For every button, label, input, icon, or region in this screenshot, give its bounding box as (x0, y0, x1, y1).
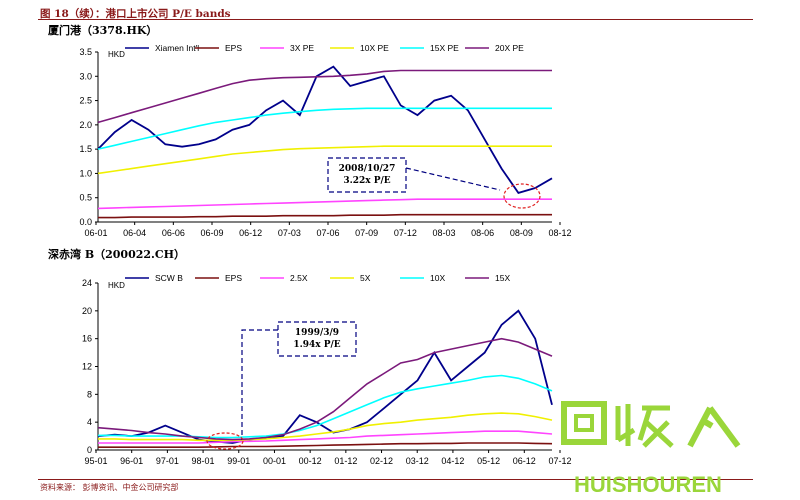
chart2-xtick-label: 04-12 (441, 456, 464, 466)
chart1-ytick-label: 3.0 (79, 71, 92, 81)
chart2-annotation-text: 1999/3/9 (295, 328, 339, 338)
chart2-ytick-label: 12 (82, 362, 92, 372)
watermark-logo: HUISHOUREN (561, 401, 741, 497)
chart1-series-3x-pe (97, 198, 552, 210)
chart2-ytick-label: 4 (87, 417, 92, 427)
chart1-annotation-leader (405, 167, 501, 191)
chart2-ytick-label: 8 (87, 389, 92, 399)
chart1-xtick-label: 07-09 (355, 228, 378, 238)
chart2-series-scw-b (97, 309, 553, 444)
chart1-xtick-label: 06-06 (162, 228, 185, 238)
chart1-series-15x-pe (97, 107, 552, 150)
chart2-xtick-label: 03-12 (406, 456, 429, 466)
chart1-legend-label: 3X PE (290, 43, 314, 53)
chart1-ytick-label: 2.5 (79, 96, 92, 106)
chart2-xtick-label: 00-01 (263, 456, 286, 466)
chart1-legend-label: 20X PE (495, 43, 524, 53)
chart2-xtick-label: 06-12 (513, 456, 536, 466)
chart2-annotation-leader (241, 329, 278, 440)
chart2-ytick-label: 16 (82, 334, 92, 344)
chart2-xtick-label: 02-12 (370, 456, 393, 466)
chart1-ytick-label: 1.5 (79, 144, 92, 154)
chart1-series-20x-pe (97, 69, 552, 124)
chart1-ytick-label: 2.0 (79, 120, 92, 130)
source-note: 资料来源： 彭博资讯、中金公司研究部 (40, 483, 179, 492)
chart2-ytick-label: 0 (87, 445, 92, 455)
chart2-legend-label: 2.5X (290, 273, 308, 283)
chart2-ytick-label: 20 (82, 306, 92, 316)
chart1-annotation-text: 2008/10/27 (339, 164, 396, 174)
chart1-xtick-label: 08-09 (510, 228, 533, 238)
chart1-y-label: HKD (108, 50, 125, 59)
chart2-annotation-circle (206, 432, 244, 450)
top-rule (38, 19, 753, 20)
chart1-xtick-label: 06-09 (200, 228, 223, 238)
chart2-series-eps (98, 442, 553, 449)
chart1-ytick-label: 0.5 (79, 193, 92, 203)
chart2-y-label: HKD (108, 281, 125, 290)
chart1-ytick-label: 0.0 (79, 217, 92, 227)
chart2-series-15x (97, 337, 553, 441)
chart1-xtick-label: 08-06 (471, 228, 494, 238)
chart2-xtick-label: 01-12 (334, 456, 357, 466)
chart1-annotation-box (327, 157, 407, 193)
chart2-xtick-label: 97-01 (156, 456, 179, 466)
chart1-legend-label: 15X PE (430, 43, 459, 53)
chart2-annotation-box (277, 321, 357, 357)
chart1-xtick-label: 07-06 (316, 228, 339, 238)
chart1-annotation-text: 3.22x P/E (343, 176, 390, 186)
chart1-xtick-label: 07-12 (394, 228, 417, 238)
chart1-xtick-label: 06-12 (239, 228, 262, 238)
chart2-xtick-label: 99-01 (227, 456, 250, 466)
chart1-legend-label: 10X PE (360, 43, 389, 53)
bottom-rule (38, 479, 753, 480)
chart1-xtick-label: 08-03 (432, 228, 455, 238)
figure-title: 图 18（续）：港口上市公司 P/E bands (40, 8, 231, 20)
chart2-legend-label: 15X (495, 273, 510, 283)
chart2-legend-label: 10X (430, 273, 445, 283)
chart1-annotation-circle (503, 183, 541, 209)
chart1-ytick-label: 3.5 (79, 47, 92, 57)
chart2-legend-label: EPS (225, 273, 242, 283)
chart1-legend-label: EPS (225, 43, 242, 53)
chart1-series-eps (98, 213, 552, 219)
chart2-xtick-label: 95-01 (84, 456, 107, 466)
chart2-xtick-label: 07-12 (548, 456, 571, 466)
chart1-ytick-label: 1.0 (79, 168, 92, 178)
watermark-box (561, 401, 607, 445)
chart2-ytick-label: 24 (82, 278, 92, 288)
chart1-xtick-label: 06-04 (123, 228, 146, 238)
watermark-glyph (615, 404, 674, 448)
chart2-xtick-label: 05-12 (477, 456, 500, 466)
chart2-xtick-label: 98-01 (192, 456, 215, 466)
chart2-legend-label: 5X (360, 273, 371, 283)
chart2-series-2-5x (98, 430, 553, 444)
chart2-title: 深赤湾 B（200022.CH） (48, 248, 186, 261)
chart1-legend-label: Xiamen Int'l (155, 43, 199, 53)
chart1-series-10x-pe (97, 145, 552, 175)
watermark-text: HUISHOUREN (574, 472, 722, 497)
chart2-xtick-label: 00-12 (299, 456, 322, 466)
watermark-person (687, 406, 741, 448)
chart1-xtick-label: 08-12 (548, 228, 571, 238)
chart1-series-xiamen-int-l (97, 65, 553, 194)
chart1-xtick-label: 07-03 (278, 228, 301, 238)
chart2-legend-label: SCW B (155, 273, 183, 283)
chart2-annotation-text: 1.94x P/E (293, 340, 340, 350)
chart2-series-5x (98, 412, 553, 442)
chart2-series-10x (98, 374, 553, 439)
chart1-title: 厦门港（3378.HK） (48, 24, 158, 37)
watermark-box-inner (574, 414, 594, 432)
chart2-xtick-label: 96-01 (120, 456, 143, 466)
chart1-xtick-label: 06-01 (84, 228, 107, 238)
